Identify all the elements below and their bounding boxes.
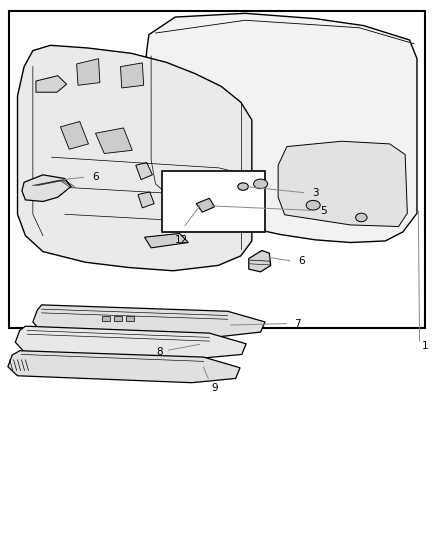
Bar (126, 316, 134, 321)
Text: 6: 6 (92, 172, 99, 182)
Bar (9, 11, 425, 328)
Ellipse shape (306, 200, 320, 210)
Polygon shape (36, 76, 67, 92)
Text: 3: 3 (312, 188, 318, 198)
Text: 7: 7 (294, 319, 301, 328)
Polygon shape (249, 251, 271, 272)
Polygon shape (95, 128, 132, 154)
Ellipse shape (356, 213, 367, 222)
Ellipse shape (238, 183, 248, 190)
Polygon shape (33, 305, 265, 337)
Text: 6: 6 (298, 256, 304, 266)
Text: 8: 8 (157, 347, 163, 357)
Text: 12: 12 (175, 235, 188, 245)
Polygon shape (18, 45, 252, 271)
Polygon shape (60, 122, 88, 149)
Polygon shape (120, 63, 144, 88)
Text: 5: 5 (321, 206, 327, 215)
Polygon shape (145, 233, 188, 248)
Text: 1: 1 (422, 342, 428, 351)
Ellipse shape (254, 179, 268, 189)
Polygon shape (77, 59, 100, 85)
Bar (102, 316, 110, 321)
Text: 9: 9 (212, 383, 218, 393)
Polygon shape (278, 141, 407, 227)
Polygon shape (22, 175, 71, 201)
Bar (162, 171, 265, 232)
Polygon shape (196, 198, 215, 212)
Polygon shape (138, 192, 154, 208)
Polygon shape (145, 13, 417, 243)
Bar (114, 316, 122, 321)
Polygon shape (8, 351, 240, 383)
Polygon shape (15, 326, 246, 358)
Polygon shape (136, 163, 152, 180)
